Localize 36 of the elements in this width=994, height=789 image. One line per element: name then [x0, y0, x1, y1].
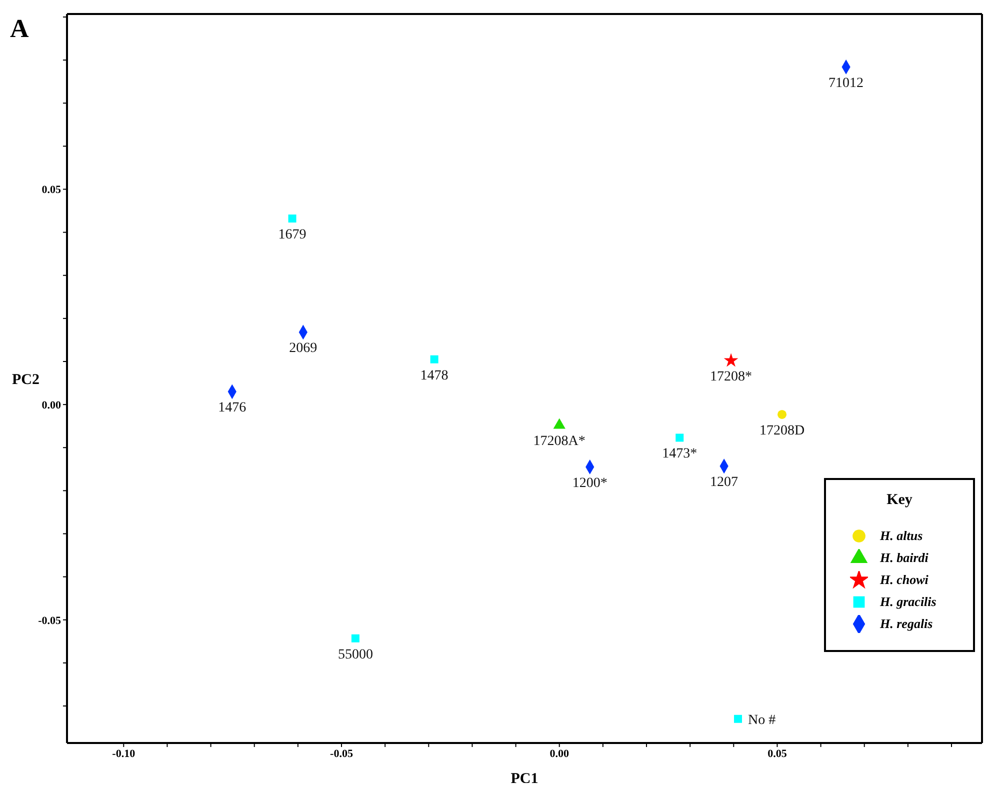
annotation: 17208* — [710, 370, 752, 385]
point — [676, 434, 684, 442]
point — [734, 714, 742, 723]
x-tick-label: 0.00 — [550, 748, 570, 760]
legend-label: H. regalis — [880, 616, 933, 632]
point — [777, 410, 787, 419]
y-tick-label: -0.05 — [38, 614, 62, 627]
point — [351, 634, 360, 642]
y-tick-label: 0.00 — [42, 399, 62, 412]
point — [724, 353, 738, 367]
annotation: 17208A* — [533, 434, 586, 450]
y-axis-title: PC2 — [12, 372, 40, 388]
annotation: 1478 — [420, 368, 448, 384]
legend-label: H. bairdi — [880, 550, 928, 566]
legend-label: H. gracilis — [880, 594, 936, 610]
annotation: No # — [748, 712, 776, 728]
x-tick-label: 0.05 — [768, 748, 788, 760]
annotation: 1473* — [662, 446, 698, 462]
legend-title: Key — [886, 492, 914, 509]
chart-title: A — [10, 14, 29, 44]
annotation: 71012 — [828, 76, 864, 91]
legend-label: H. chowi — [880, 572, 928, 588]
annotation: 2069 — [289, 341, 318, 356]
x-tick-label: -0.10 — [112, 748, 136, 760]
annotation: 1476 — [218, 400, 246, 416]
x-axis-title: PC1 — [510, 771, 538, 787]
annotation: 17208D — [759, 423, 805, 438]
legend-label: H. altus — [880, 528, 923, 544]
annotation: 1679 — [278, 227, 306, 242]
annotation: 1200* — [572, 476, 608, 491]
annotation: 1207 — [710, 475, 738, 490]
y-tick-label: 0.05 — [42, 184, 62, 196]
point — [430, 355, 438, 364]
annotation: 55000 — [338, 647, 373, 662]
point — [288, 214, 296, 223]
x-tick-label: -0.05 — [330, 748, 354, 760]
